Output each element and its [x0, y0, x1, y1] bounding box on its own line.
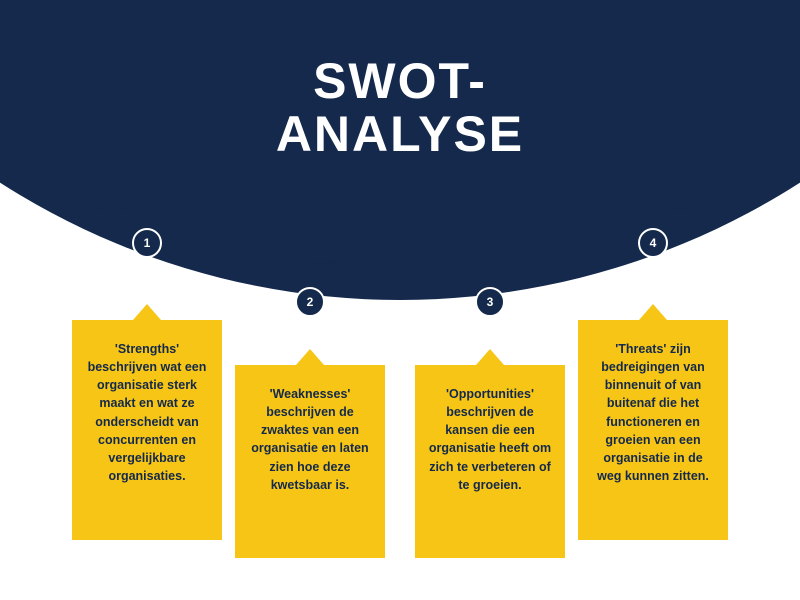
swot-heading-1: Strength	[93, 195, 167, 216]
swot-badge-4: 4	[638, 228, 668, 258]
swot-heading-4: Threats	[637, 195, 702, 216]
swot-badge-1: 1	[132, 228, 162, 258]
swot-card-1: 'Strengths' beschrijven wat een organisa…	[72, 320, 222, 540]
swot-badge-3: 3	[475, 287, 505, 317]
page-title: SWOT- ANALYSE	[0, 55, 800, 160]
swot-card-4: 'Threats' zijn bedreigingen van binnenui…	[578, 320, 728, 540]
title-line-2: ANALYSE	[0, 108, 800, 161]
swot-card-2: 'Weaknesses' beschrijven de zwaktes van …	[235, 365, 385, 558]
swot-heading-3: Opportunities	[439, 254, 557, 275]
title-line-1: SWOT-	[0, 55, 800, 108]
swot-heading-2: Weakness	[248, 254, 336, 275]
swot-badge-2: 2	[295, 287, 325, 317]
swot-card-3: 'Opportunities' beschrijven de kansen di…	[415, 365, 565, 558]
